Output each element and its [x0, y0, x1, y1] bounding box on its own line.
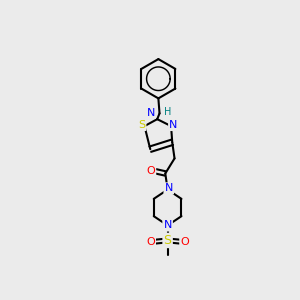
- Text: O: O: [146, 237, 155, 247]
- Text: N: N: [164, 220, 172, 230]
- Text: O: O: [146, 166, 155, 176]
- Text: S: S: [138, 120, 145, 130]
- Text: S: S: [164, 234, 172, 247]
- Text: H: H: [164, 106, 172, 116]
- Text: N: N: [165, 184, 173, 194]
- Text: N: N: [169, 120, 178, 130]
- Text: O: O: [180, 237, 189, 247]
- Text: N: N: [146, 108, 155, 118]
